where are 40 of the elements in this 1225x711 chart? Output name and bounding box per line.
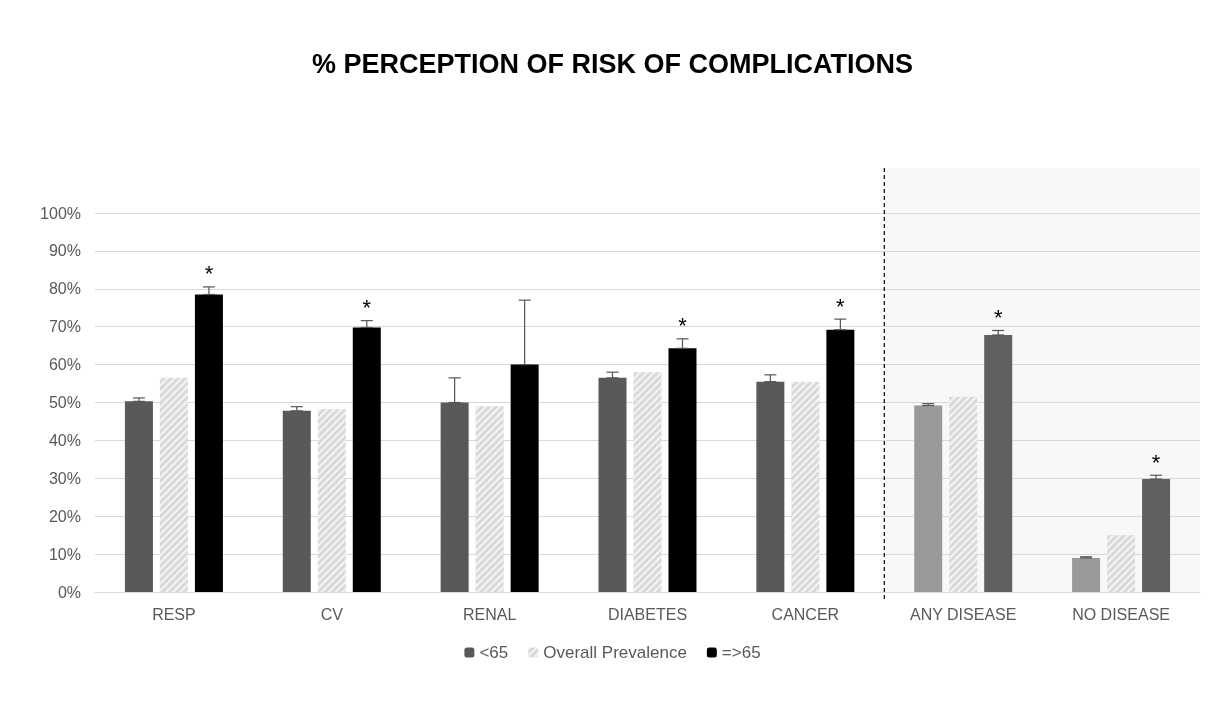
- y-tick-label: 70%: [48, 318, 81, 336]
- x-tick-label: ANY DISEASE: [910, 605, 1017, 623]
- y-tick-label: 50%: [48, 394, 81, 411]
- x-tick-label: CANCER: [771, 605, 840, 623]
- bar: [598, 377, 627, 592]
- y-tick-label: 20%: [48, 507, 81, 525]
- bar: [826, 329, 855, 592]
- bar: [352, 327, 381, 592]
- data-label: *: [678, 313, 688, 339]
- data-label: *: [836, 293, 846, 319]
- legend-label: =>65: [721, 643, 761, 662]
- bar: [984, 335, 1013, 592]
- y-tick-label: 30%: [48, 469, 81, 487]
- x-tick-label: CV: [320, 605, 344, 623]
- y-tick-label: 90%: [48, 242, 81, 260]
- chart-title: % PERCEPTION OF RISK OF COMPLICATIONS: [311, 48, 914, 79]
- bar: [510, 364, 539, 592]
- x-tick-label: RESP: [152, 605, 196, 623]
- legend-label: <65: [479, 643, 509, 662]
- y-tick-label: 60%: [48, 356, 81, 374]
- bar: [668, 348, 697, 592]
- x-tick-label: NO DISEASE: [1072, 605, 1170, 623]
- bar: [194, 294, 223, 592]
- y-tick-label: 80%: [48, 280, 81, 298]
- bar: [282, 410, 311, 592]
- data-label: *: [1151, 449, 1161, 475]
- x-tick-label: DIABETES: [607, 605, 688, 623]
- data-label: *: [204, 261, 214, 287]
- y-tick-label: 0%: [57, 583, 81, 601]
- bar: [124, 401, 153, 592]
- x-tick-label: RENAL: [462, 605, 517, 623]
- bar: [914, 405, 943, 592]
- bar: [1142, 479, 1171, 592]
- data-label: *: [362, 295, 372, 321]
- legend-label: Overall Prevalence: [543, 643, 687, 662]
- y-tick-label: 100%: [40, 204, 81, 222]
- bar: [1072, 557, 1101, 592]
- y-tick-label: 40%: [48, 431, 81, 449]
- data-label: *: [993, 304, 1003, 330]
- y-tick-label: 10%: [48, 545, 81, 563]
